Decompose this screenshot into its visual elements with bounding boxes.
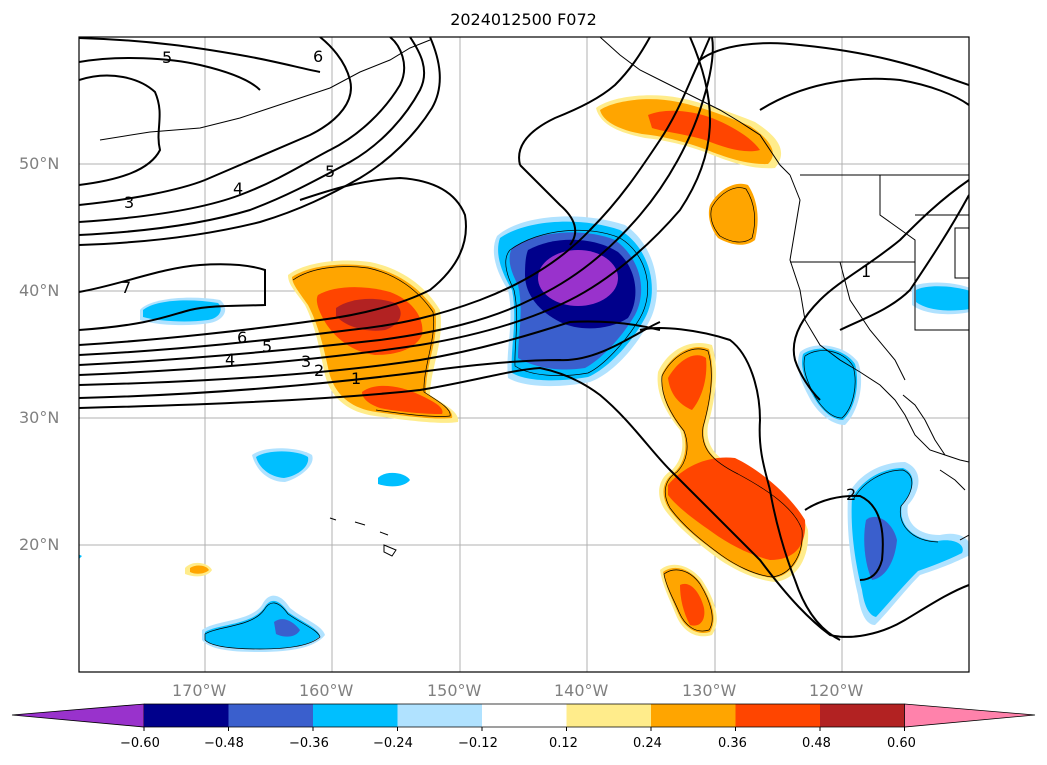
contour-label: 5: [262, 337, 272, 356]
colorbar-tick-label: −0.36: [289, 736, 329, 751]
colorbar-segment: [482, 704, 567, 727]
contour-label: 2: [314, 361, 324, 380]
colorbar-tick-label: −0.24: [373, 736, 413, 751]
contour-label: 5: [162, 48, 172, 67]
lon-label: 170°W: [172, 681, 227, 700]
map-title: 2024012500 F072: [450, 10, 597, 29]
colorbar-tick-label: 0.12: [549, 736, 578, 751]
colorbar-tick-label: −0.48: [204, 736, 244, 751]
colorbar-segment: [228, 704, 313, 727]
contour-label: 7: [121, 278, 131, 297]
contour-label: 1: [861, 262, 871, 281]
colorbar-tick-label: 0.48: [802, 736, 831, 751]
coastlines: [99, 37, 969, 557]
colorbar-segment: [397, 704, 482, 727]
colorbar-tick-label: 0.60: [887, 736, 916, 751]
contour-label: 1: [351, 369, 361, 388]
colorbar-extend-low: [11, 703, 145, 728]
lon-label: 160°W: [299, 681, 354, 700]
contour-labels: 5 6 3 4 5 7 6 5 4 3 2 1 1 2: [121, 47, 871, 504]
colorbar-segment: [735, 704, 820, 727]
colorbar-tick-label: 0.24: [633, 736, 662, 751]
colorbar-segment: [313, 704, 398, 727]
colorbar-segment: [651, 704, 736, 727]
map-frame: [78, 36, 970, 673]
contour-label: 4: [225, 350, 235, 369]
lat-label: 40°N: [19, 281, 60, 300]
colorbar-tick-label: −0.12: [458, 736, 498, 751]
lon-label: 140°W: [554, 681, 609, 700]
colorbar: [11, 703, 1036, 731]
lat-label: 20°N: [19, 535, 60, 554]
lat-label: 30°N: [19, 408, 60, 427]
lat-label: 50°N: [19, 154, 60, 173]
colorbar-tick-label: −0.60: [120, 736, 160, 751]
colorbar-segment: [566, 704, 651, 727]
lon-label: 150°W: [427, 681, 482, 700]
contour-label: 3: [124, 193, 134, 212]
negative-anomaly-fill: [79, 216, 969, 652]
colorbar-segment: [820, 704, 905, 727]
contour-label: 6: [237, 328, 247, 347]
colorbar-segment: [144, 704, 229, 727]
lon-label: 120°W: [809, 681, 864, 700]
contour-label: 3: [301, 352, 311, 371]
contour-label: 6: [313, 47, 323, 66]
contour-label: 2: [846, 485, 856, 504]
contour-label: 4: [233, 179, 243, 198]
colorbar-tick-label: 0.36: [718, 736, 747, 751]
lon-label: 130°W: [682, 681, 737, 700]
anomaly-outlines: [204, 187, 939, 650]
contour-label: 5: [325, 162, 335, 181]
height-contours: [79, 37, 969, 641]
colorbar-extend-high: [904, 703, 1036, 728]
